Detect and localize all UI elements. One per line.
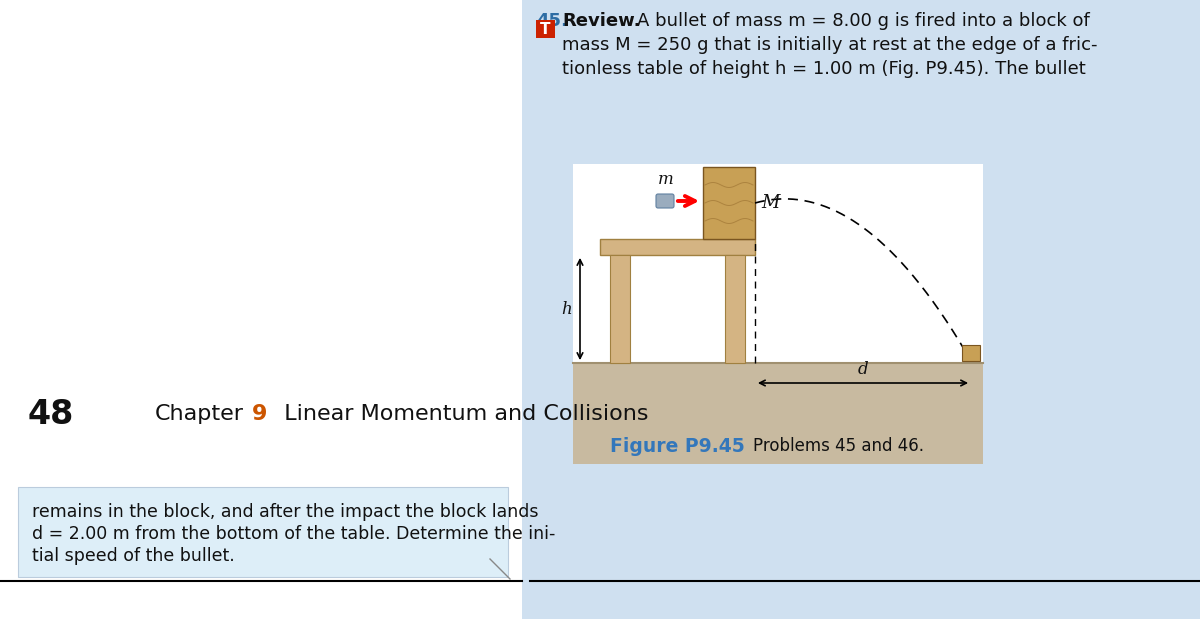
Text: 45.: 45. [536,12,568,30]
Text: tionless table of height h = 1.00 m (Fig. P9.45). The bullet: tionless table of height h = 1.00 m (Fig… [562,60,1086,78]
Bar [610,255,630,363]
Text: 48: 48 [28,397,74,430]
Bar [574,363,983,464]
Bar [725,255,745,363]
Text: Figure P9.45: Figure P9.45 [611,436,745,456]
Text: M: M [761,194,779,212]
Bar [962,345,980,361]
Text: Chapter: Chapter [155,404,244,424]
Bar [600,239,755,255]
Bar [574,164,983,464]
Text: 9: 9 [252,404,268,424]
Bar [703,167,755,239]
Text: T: T [540,22,551,37]
Text: Problems 45 and 46.: Problems 45 and 46. [754,437,924,455]
Text: Linear Momentum and Collisions: Linear Momentum and Collisions [270,404,648,424]
Bar [536,20,554,38]
Text: h: h [562,300,572,318]
Text: remains in the block, and after the impact the block lands: remains in the block, and after the impa… [32,503,539,521]
Text: A bullet of mass m = 8.00 g is fired into a block of: A bullet of mass m = 8.00 g is fired int… [637,12,1090,30]
Bar [18,487,508,577]
Text: d: d [858,361,869,378]
Text: d = 2.00 m from the bottom of the table. Determine the ini-: d = 2.00 m from the bottom of the table.… [32,525,556,543]
Bar [522,0,1200,619]
FancyBboxPatch shape [656,194,674,208]
Text: tial speed of the bullet.: tial speed of the bullet. [32,547,235,565]
Text: mass M = 250 g that is initially at rest at the edge of a fric-: mass M = 250 g that is initially at rest… [562,36,1098,54]
Text: m: m [658,171,674,188]
Text: Review.: Review. [562,12,641,30]
